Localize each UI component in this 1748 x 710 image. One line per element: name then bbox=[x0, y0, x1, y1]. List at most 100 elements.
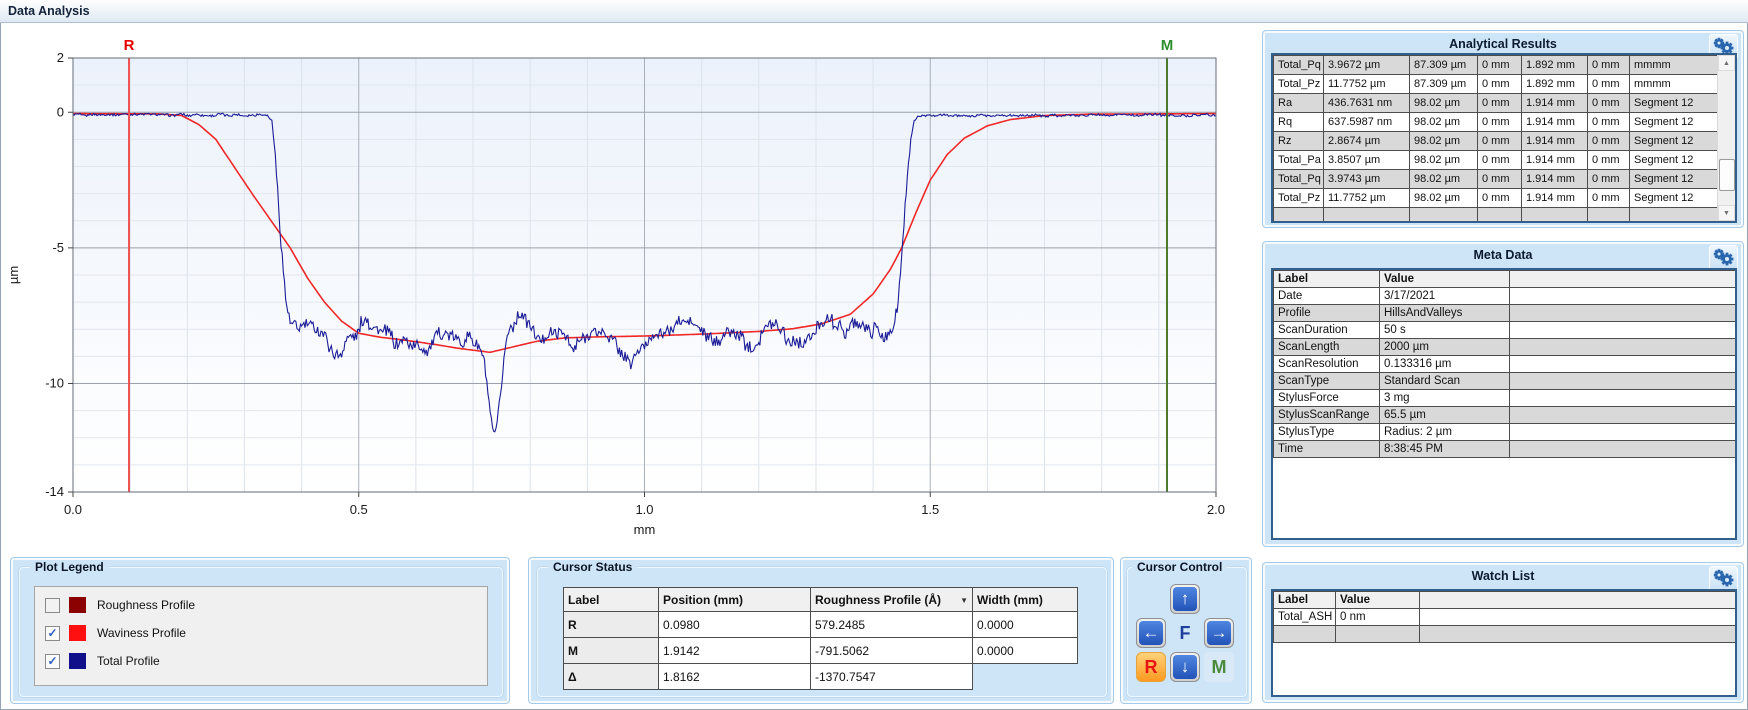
table-row[interactable]: Time 8:38:45 PM bbox=[1273, 440, 1735, 458]
table-row[interactable]: Rq 637.5987 nm 98.02 µm 0 mm 1.914 mm 0 mm Seg… bbox=[1273, 112, 1719, 132]
table-row[interactable]: Rz 2.8674 µm 98.02 µm 0 mm 1.914 mm 0 mm Segme… bbox=[1273, 131, 1719, 151]
dropdown-arrow-icon[interactable]: ▼ bbox=[960, 595, 968, 605]
table-cell: 1.914 mm bbox=[1521, 131, 1588, 151]
table-cell: 98.02 µm bbox=[1409, 169, 1478, 189]
column-header bbox=[1509, 270, 1735, 288]
cursor-up-button[interactable]: ↑ bbox=[1170, 584, 1200, 614]
table-cell: 98.02 µm bbox=[1409, 93, 1478, 113]
scroll-up-icon[interactable]: ▲ bbox=[1718, 55, 1735, 71]
meta-data-panel: Meta Data Label Value Date 3/17/2021 Profile… bbox=[1262, 241, 1744, 547]
table-cell: 1.892 mm bbox=[1521, 74, 1588, 94]
column-header: Value bbox=[1335, 591, 1420, 609]
table-cell: StylusForce bbox=[1273, 389, 1380, 407]
table-cell: StylusScanRange bbox=[1273, 406, 1380, 424]
legend-checkbox[interactable] bbox=[45, 598, 60, 613]
table-cell: Total_Pz bbox=[1273, 74, 1324, 94]
table-cell: 2.8674 µm bbox=[1323, 131, 1410, 151]
table-row[interactable]: Total_ASH 0 nm bbox=[1273, 608, 1735, 626]
table-cell: StylusType bbox=[1273, 423, 1380, 441]
table-row: Label Value bbox=[1273, 591, 1735, 609]
scrollbar-thumb[interactable] bbox=[1719, 159, 1735, 191]
table-cell: 3.9743 µm bbox=[1323, 169, 1410, 189]
legend-item: ✓ Waviness Profile bbox=[45, 625, 475, 643]
legend-color-swatch bbox=[69, 625, 86, 641]
m-cursor-label: M bbox=[1161, 37, 1174, 54]
table-row[interactable]: Total_Pa 3.8507 µm 98.02 µm 0 mm 1.914 mm 0 m… bbox=[1273, 150, 1719, 170]
table-row[interactable] bbox=[1273, 207, 1719, 221]
table-cell: R bbox=[563, 611, 659, 638]
table-cell: 50 s bbox=[1379, 321, 1510, 339]
table-cell: Segment 12 bbox=[1629, 169, 1719, 189]
table-row[interactable]: StylusType Radius: 2 µm bbox=[1273, 423, 1735, 441]
table-row[interactable]: ScanType Standard Scan bbox=[1273, 372, 1735, 390]
profile-chart[interactable]: R M 0.0 0.5 1.0 1.5 2.0 2 0 -5 -10 -14 mm µm bbox=[2, 24, 1256, 556]
legend-checkbox[interactable]: ✓ bbox=[45, 626, 60, 641]
table-cell: 0 mm bbox=[1477, 93, 1522, 113]
table-row[interactable]: Total_Pz 11.7752 µm 98.02 µm 0 mm 1.914 mm 0 … bbox=[1273, 188, 1719, 208]
table-cell: 0 mm bbox=[1587, 150, 1630, 170]
table-cell: ScanLength bbox=[1273, 338, 1380, 356]
table-cell bbox=[1509, 423, 1735, 441]
column-header: Width (mm) bbox=[972, 587, 1078, 612]
column-header: Label bbox=[1273, 591, 1336, 609]
table-cell: Segment 12 bbox=[1629, 112, 1719, 132]
table-row[interactable]: Total_Pq 3.9672 µm 87.309 µm 0 mm 1.892 mm 0 … bbox=[1273, 55, 1719, 75]
profile-column-dropdown[interactable]: Roughness Profile (Å) ▼ bbox=[810, 587, 973, 612]
column-header: Label bbox=[563, 587, 659, 612]
table-row[interactable]: R 0.0980 579.2485 0.0000 bbox=[563, 611, 1078, 638]
table-cell bbox=[973, 664, 1078, 690]
table-cell bbox=[1509, 338, 1735, 356]
table-cell: 0 mm bbox=[1477, 112, 1522, 132]
cursor-down-button[interactable]: ↓ bbox=[1170, 652, 1200, 682]
table-row[interactable] bbox=[1273, 625, 1735, 643]
r-cursor-select-button[interactable]: R bbox=[1136, 652, 1166, 682]
table-row[interactable]: StylusForce 3 mg bbox=[1273, 389, 1735, 407]
scroll-down-icon[interactable]: ▼ bbox=[1718, 205, 1735, 221]
table-row[interactable]: Δ 1.8162 -1370.7547 bbox=[563, 663, 1078, 690]
table-row[interactable]: Total_Pz 11.7752 µm 87.309 µm 0 mm 1.892 mm 0… bbox=[1273, 74, 1719, 94]
table-row[interactable]: ScanDuration 50 s bbox=[1273, 321, 1735, 339]
table-cell: 1.914 mm bbox=[1521, 112, 1588, 132]
svg-text:1.5: 1.5 bbox=[921, 502, 939, 517]
table-row[interactable]: Date 3/17/2021 bbox=[1273, 287, 1735, 305]
table-cell: 98.02 µm bbox=[1409, 112, 1478, 132]
table-cell: 0 mm bbox=[1477, 131, 1522, 151]
table-cell: ScanDuration bbox=[1273, 321, 1380, 339]
cursor-status-header-row: Label Position (mm) Roughness Profile (Å) ▼… bbox=[563, 587, 1078, 612]
analytical-results-scrollbar[interactable]: ▲ ▼ bbox=[1717, 55, 1735, 221]
column-header: Position (mm) bbox=[658, 587, 811, 612]
table-cell bbox=[1629, 207, 1719, 221]
table-cell: M bbox=[563, 637, 659, 664]
table-cell bbox=[1509, 440, 1735, 458]
table-cell: 0.0980 bbox=[658, 611, 811, 638]
table-cell bbox=[1273, 207, 1324, 221]
table-row[interactable]: StylusScanRange 65.5 µm bbox=[1273, 406, 1735, 424]
settings-gear-icon[interactable] bbox=[1709, 245, 1738, 270]
table-row[interactable]: Ra 436.7631 nm 98.02 µm 0 mm 1.914 mm 0 mm Seg… bbox=[1273, 93, 1719, 113]
m-cursor-select-button[interactable]: M bbox=[1204, 652, 1234, 682]
table-cell: 0 nm bbox=[1335, 608, 1420, 626]
table-row[interactable]: Total_Pq 3.9743 µm 98.02 µm 0 mm 1.914 mm 0 m… bbox=[1273, 169, 1719, 189]
table-row[interactable]: ScanLength 2000 µm bbox=[1273, 338, 1735, 356]
table-cell bbox=[1521, 207, 1588, 221]
cursor-left-button[interactable]: ← bbox=[1136, 618, 1166, 648]
cursor-right-button[interactable]: → bbox=[1204, 618, 1234, 648]
settings-gear-icon[interactable] bbox=[1709, 566, 1738, 591]
table-cell: Radius: 2 µm bbox=[1379, 423, 1510, 441]
table-row[interactable]: Profile HillsAndValleys bbox=[1273, 304, 1735, 322]
table-cell bbox=[1587, 207, 1630, 221]
legend-checkbox[interactable]: ✓ bbox=[45, 654, 60, 669]
table-row[interactable]: ScanResolution 0.133316 µm bbox=[1273, 355, 1735, 373]
table-cell: 0 mm bbox=[1587, 93, 1630, 113]
table-cell: 87.309 µm bbox=[1409, 74, 1478, 94]
table-cell: 579.2485 bbox=[810, 611, 973, 638]
table-cell bbox=[1509, 287, 1735, 305]
table-cell: Segment 12 bbox=[1629, 188, 1719, 208]
table-row[interactable]: M 1.9142 -791.5062 0.0000 bbox=[563, 637, 1078, 664]
left-arrow-icon: ← bbox=[1139, 621, 1163, 645]
table-cell bbox=[1477, 207, 1522, 221]
table-cell bbox=[1273, 625, 1336, 643]
legend-label: Total Profile bbox=[97, 654, 160, 668]
r-cursor-label: R bbox=[124, 37, 135, 54]
svg-text:1.0: 1.0 bbox=[635, 502, 653, 517]
